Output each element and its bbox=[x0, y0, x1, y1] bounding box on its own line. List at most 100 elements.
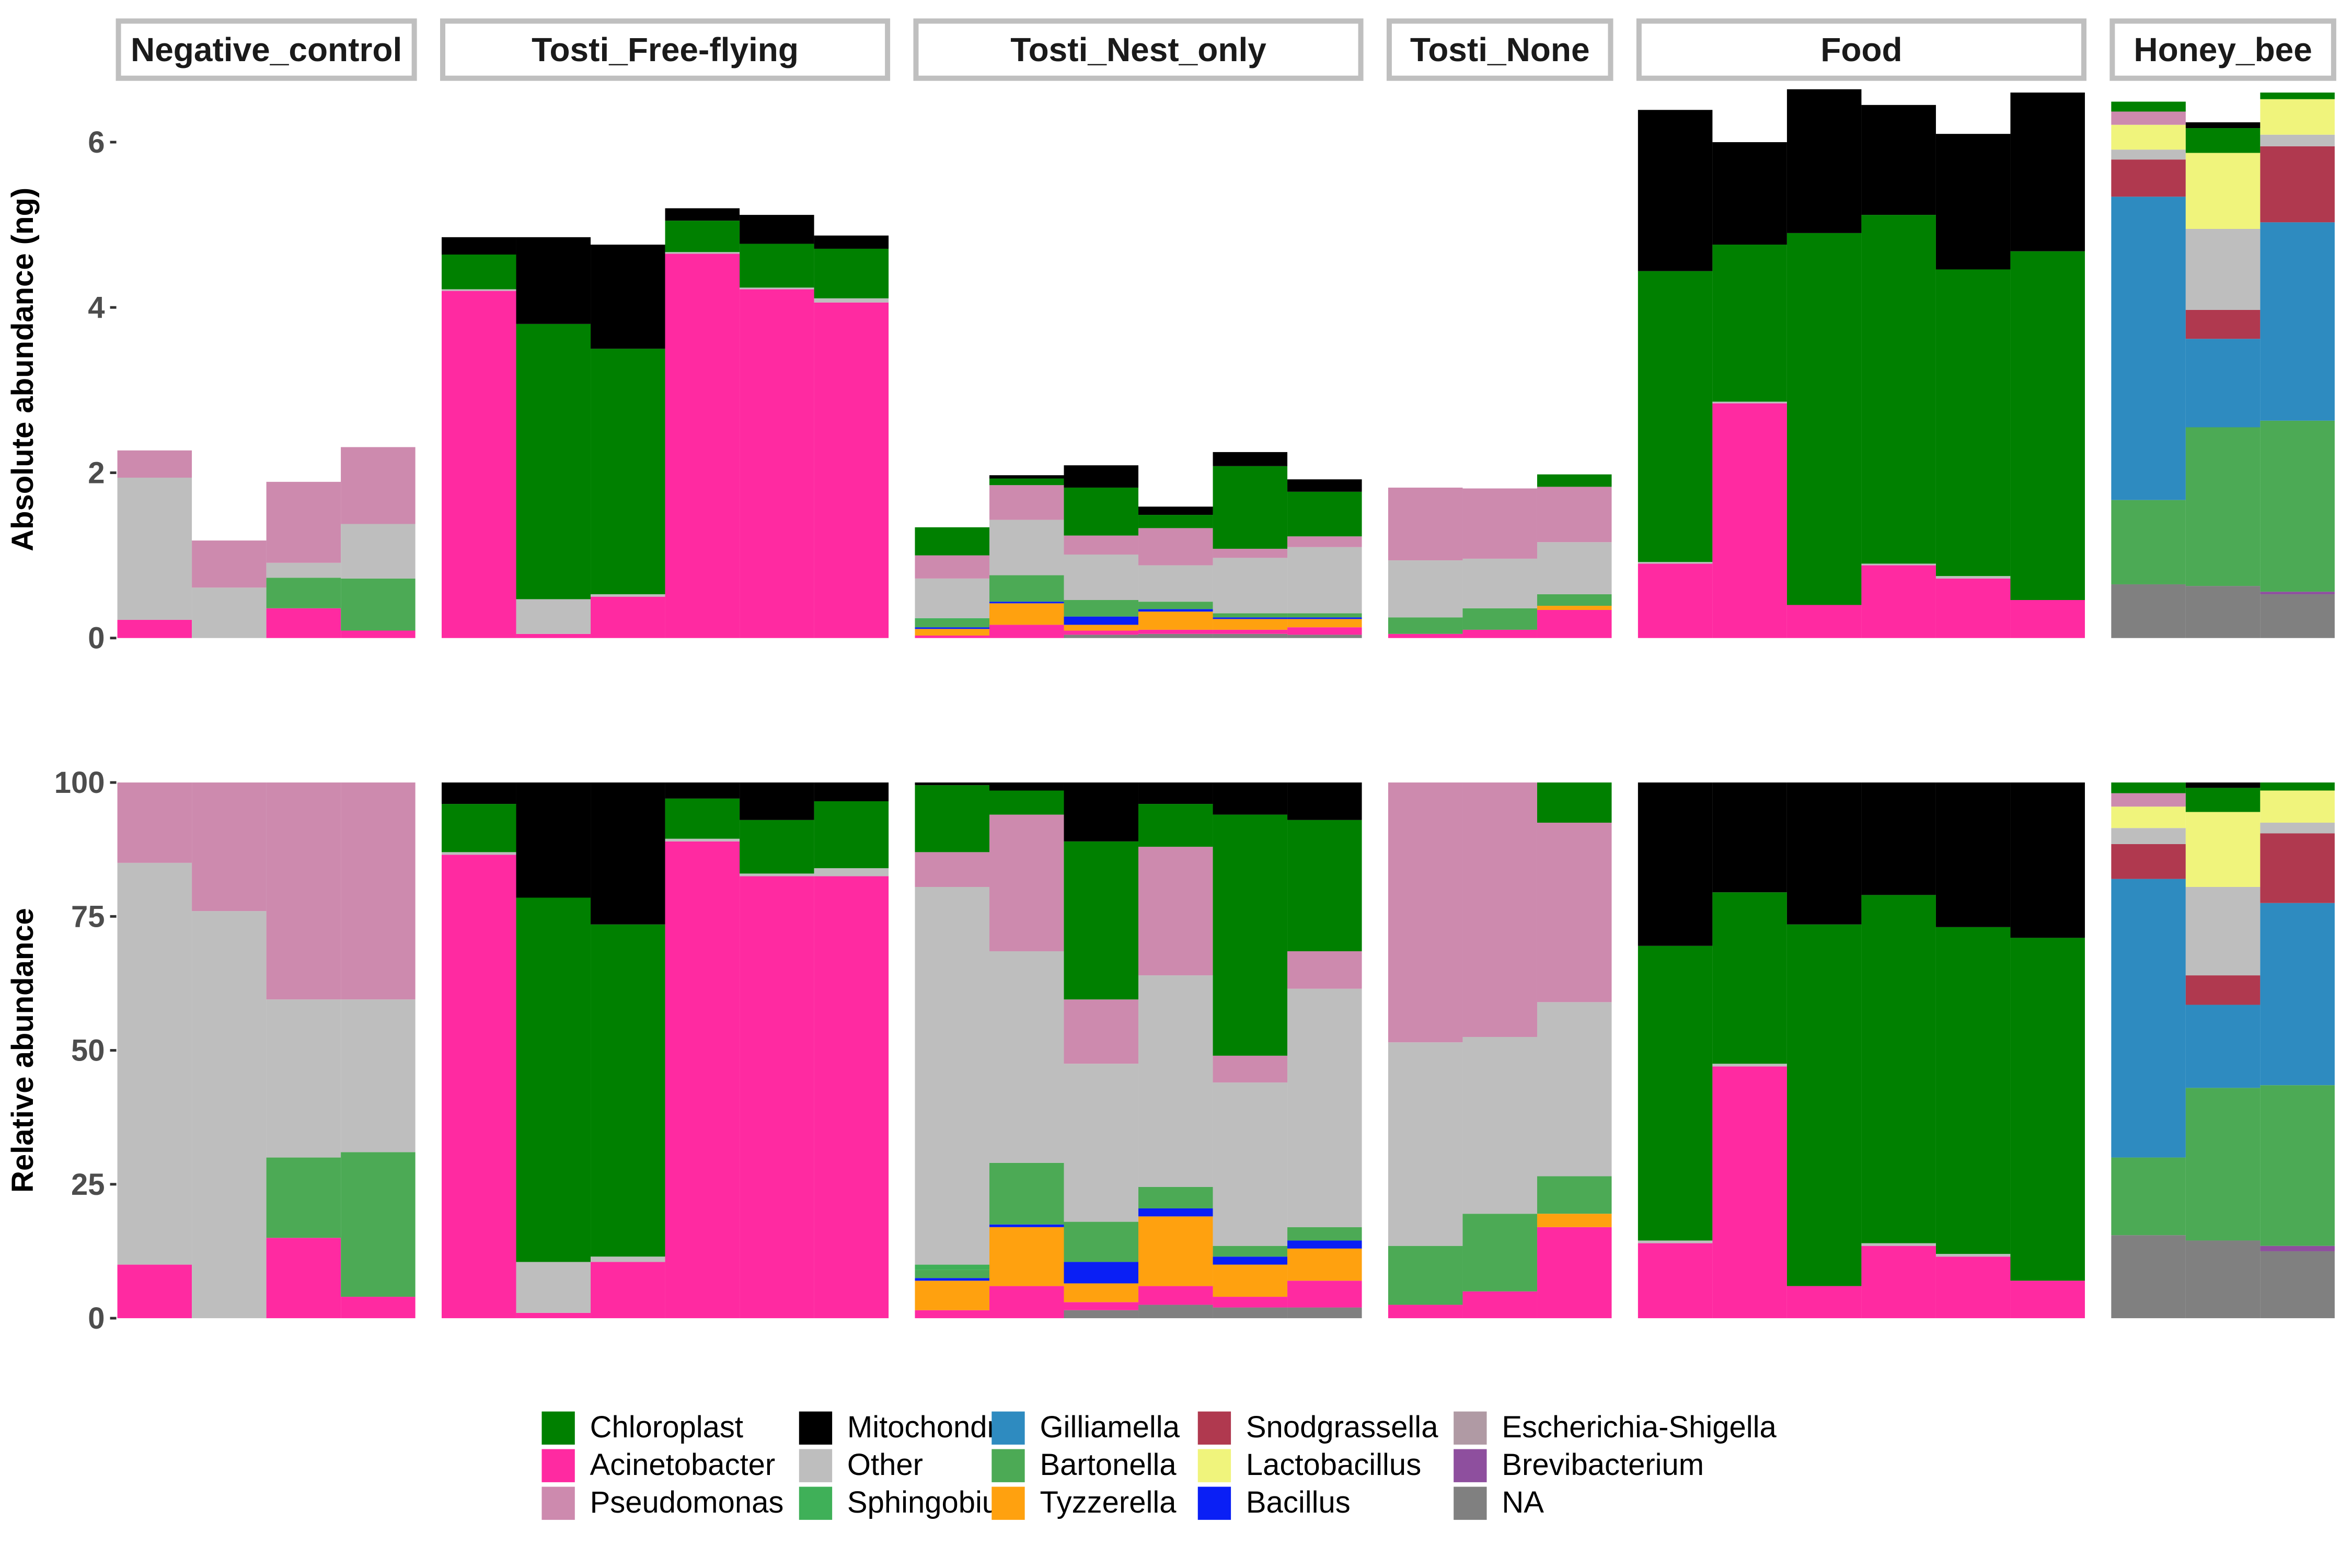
bar-absolute-s10-chloroplast bbox=[814, 248, 889, 298]
legend-key-brevibacterium bbox=[1454, 1449, 1487, 1482]
bar-absolute-s4-other bbox=[341, 524, 416, 579]
bar-relative-s28-gilliamella bbox=[2260, 903, 2335, 1086]
bar-absolute-s27-na bbox=[2185, 586, 2261, 638]
bar-absolute-s27-lactobacillus bbox=[2185, 153, 2261, 229]
bar-absolute-s27-bartonella bbox=[2185, 427, 2261, 586]
bar-relative-s25-chloroplast bbox=[2010, 938, 2085, 1281]
y-tick-label-absolute-2: 2 bbox=[88, 456, 105, 490]
bar-absolute-s10-mitochondria bbox=[814, 235, 889, 249]
bar-relative-s14-bacillus bbox=[1138, 1208, 1213, 1217]
bar-absolute-s25-acinetobacter bbox=[2010, 599, 2085, 638]
facet-strip-tosti-nest-only bbox=[913, 18, 1364, 81]
bar-absolute-s13-na bbox=[1064, 635, 1139, 638]
bar-absolute-s19-tyzzerella bbox=[1537, 606, 1612, 610]
facet-label-negative-control: Negative_control bbox=[131, 31, 402, 68]
y-tick-label-relative-100: 100 bbox=[54, 766, 105, 800]
bar-relative-s10-mitochondria bbox=[814, 782, 889, 801]
bar-absolute-s1-acinetobacter bbox=[117, 619, 192, 638]
bar-relative-s12-other bbox=[989, 951, 1064, 1163]
bar-relative-s27-na bbox=[2185, 1240, 2261, 1319]
bar-absolute-s9-chloroplast bbox=[740, 244, 814, 288]
y-tick-label-relative-75: 75 bbox=[71, 900, 105, 933]
bar-relative-s7-acinetobacter bbox=[591, 1262, 665, 1319]
bar-absolute-s26-lactobacillus bbox=[2111, 124, 2186, 150]
bar-relative-s13-tyzzerella bbox=[1064, 1283, 1139, 1302]
facet-label-tosti-free-flying: Tosti_Free-flying bbox=[532, 31, 799, 68]
bar-absolute-s15-acinetobacter bbox=[1213, 629, 1288, 634]
bar-absolute-s27-gilliamella bbox=[2185, 339, 2261, 428]
bar-relative-s16-mitochondria bbox=[1287, 782, 1362, 820]
legend-label-na: NA bbox=[1502, 1485, 1544, 1519]
bar-relative-s27-lactobacillus bbox=[2185, 812, 2261, 887]
y-axis-title-absolute: Absolute abundance (ng) bbox=[6, 188, 40, 551]
bar-absolute-s23-other bbox=[1861, 563, 1936, 566]
facet-strip-tosti-free-flying bbox=[440, 18, 891, 81]
bar-relative-s27-chloroplast bbox=[2185, 788, 2261, 812]
bar-absolute-s25-mitochondria bbox=[2010, 93, 2085, 251]
bar-relative-s5-mitochondria bbox=[442, 782, 516, 804]
bar-relative-s16-acinetobacter bbox=[1287, 1281, 1362, 1308]
bar-relative-s26-other bbox=[2111, 828, 2186, 844]
bar-absolute-s26-bartonella bbox=[2111, 500, 2186, 584]
bar-relative-s20-mitochondria bbox=[1638, 782, 1713, 946]
bar-absolute-s16-na bbox=[1287, 635, 1362, 638]
legend-label-gilliamella: Gilliamella bbox=[1040, 1410, 1180, 1444]
bar-relative-s8-other bbox=[665, 838, 740, 841]
legend-key-snodgrassella bbox=[1197, 1411, 1231, 1445]
bar-relative-s11-acinetobacter bbox=[915, 1310, 989, 1319]
bar-absolute-s17-acinetobacter bbox=[1388, 633, 1463, 638]
bar-absolute-s23-acinetobacter bbox=[1861, 565, 1936, 638]
bar-relative-s16-bartonella bbox=[1287, 1227, 1362, 1241]
bar-relative-s21-acinetobacter bbox=[1712, 1066, 1787, 1319]
bar-relative-s11-bacillus bbox=[915, 1278, 989, 1281]
bar-absolute-s8-other bbox=[665, 252, 740, 254]
bar-absolute-s11-sphingobium bbox=[915, 618, 989, 620]
bar-relative-s28-na bbox=[2260, 1251, 2335, 1319]
bar-relative-s20-acinetobacter bbox=[1638, 1243, 1713, 1319]
bar-absolute-s24-other bbox=[1935, 576, 2011, 579]
bar-relative-s15-other bbox=[1213, 1082, 1288, 1246]
bar-relative-s19-bartonella bbox=[1537, 1176, 1612, 1214]
legend-key-sphingobium bbox=[799, 1486, 833, 1520]
bar-absolute-s11-tyzzerella bbox=[915, 629, 989, 636]
bar-absolute-s16-pseudomonas bbox=[1287, 536, 1362, 547]
bar-relative-s9-chloroplast bbox=[740, 820, 814, 874]
bar-relative-s27-mitochondria bbox=[2185, 782, 2261, 788]
bar-absolute-s6-acinetobacter bbox=[516, 633, 591, 638]
y-tick-label-absolute-0: 0 bbox=[88, 621, 105, 655]
bar-absolute-s21-other bbox=[1712, 401, 1787, 403]
bar-relative-s6-mitochondria bbox=[516, 782, 591, 898]
bar-absolute-s18-other bbox=[1462, 558, 1537, 608]
bar-absolute-s1-other bbox=[117, 477, 192, 620]
bar-absolute-s5-acinetobacter bbox=[442, 291, 516, 638]
bar-relative-s4-other bbox=[341, 999, 416, 1152]
bar-absolute-s8-acinetobacter bbox=[665, 253, 740, 638]
bar-relative-s22-acinetobacter bbox=[1786, 1286, 1862, 1319]
bar-absolute-s12-bacillus bbox=[989, 602, 1064, 604]
y-tick-label-relative-0: 0 bbox=[88, 1301, 105, 1335]
legend-key-bartonella bbox=[991, 1449, 1025, 1482]
bar-relative-s9-acinetobacter bbox=[740, 876, 814, 1319]
bar-relative-s14-other bbox=[1138, 975, 1213, 1187]
bar-absolute-s16-mitochondria bbox=[1287, 479, 1362, 492]
bar-relative-s16-chloroplast bbox=[1287, 820, 1362, 951]
bar-absolute-s16-bacillus bbox=[1287, 617, 1362, 619]
legend-key-na bbox=[1454, 1486, 1487, 1520]
bar-relative-s14-tyzzerella bbox=[1138, 1216, 1213, 1286]
legend-key-mitochondria bbox=[799, 1411, 833, 1445]
bar-absolute-s12-pseudomonas bbox=[989, 485, 1064, 520]
bar-relative-s21-chloroplast bbox=[1712, 892, 1787, 1064]
bar-relative-s26-pseudomonas bbox=[2111, 793, 2186, 807]
y-tick-label-relative-50: 50 bbox=[71, 1034, 105, 1068]
bar-relative-s12-chloroplast bbox=[989, 790, 1064, 815]
bar-relative-s16-bacillus bbox=[1287, 1240, 1362, 1249]
bar-relative-s11-tyzzerella bbox=[915, 1281, 989, 1310]
bar-absolute-s16-chloroplast bbox=[1287, 491, 1362, 537]
bar-relative-s14-mitochondria bbox=[1138, 782, 1213, 804]
legend-key-chloroplast bbox=[541, 1411, 575, 1445]
legend-key-acinetobacter bbox=[541, 1449, 575, 1482]
bar-relative-s2-pseudomonas bbox=[192, 782, 267, 912]
bar-absolute-s25-chloroplast bbox=[2010, 251, 2085, 600]
bar-absolute-s7-other bbox=[591, 594, 665, 597]
